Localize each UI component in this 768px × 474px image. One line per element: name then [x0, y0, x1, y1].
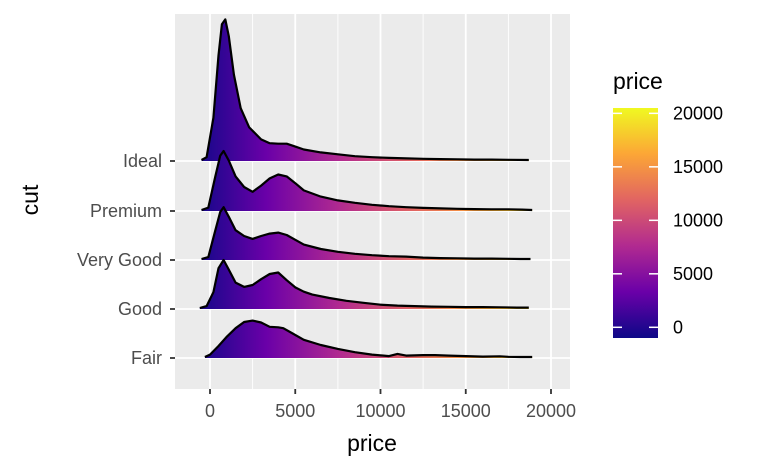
legend-label: 5000	[673, 264, 713, 284]
x-axis: 0 5000 10000 15000 20000	[205, 389, 576, 421]
price-legend: price 0 5000 10000 15000 20000	[613, 68, 723, 338]
ridge-fill	[201, 207, 531, 260]
y-tick-label: Good	[118, 299, 162, 319]
ridge-outline	[201, 149, 533, 212]
ridge-outline	[199, 258, 529, 310]
ridge-fill	[199, 260, 529, 309]
legend-label: 20000	[673, 103, 723, 123]
y-axis: Fair Good Very Good Premium Ideal	[77, 151, 175, 368]
y-tick-label: Premium	[90, 201, 162, 221]
x-tick-label: 0	[205, 401, 215, 421]
y-tick-label: Ideal	[123, 151, 162, 171]
ridge-good	[199, 258, 529, 310]
ridge-fill	[204, 320, 533, 358]
ridge-fill	[201, 19, 529, 162]
legend-label: 15000	[673, 157, 723, 177]
x-tick-label: 10000	[355, 401, 405, 421]
ridge-outline	[200, 18, 529, 162]
ridge-outline	[204, 319, 533, 359]
x-tick-label: 5000	[275, 401, 315, 421]
ridge-ideal	[200, 18, 529, 162]
y-tick-label: Fair	[131, 348, 162, 368]
ridge-premium	[201, 149, 533, 212]
ridges	[199, 18, 533, 359]
legend-label: 10000	[673, 210, 723, 230]
ridge-fill	[201, 151, 533, 211]
legend-label: 0	[673, 317, 683, 337]
ridge-fair	[204, 319, 533, 359]
ridge-very-good	[201, 206, 531, 261]
legend-title: price	[613, 68, 663, 94]
ridge-outline	[201, 206, 531, 261]
x-axis-title: price	[347, 430, 397, 456]
y-tick-label: Very Good	[77, 250, 162, 270]
legend-ticks: 0 5000 10000 15000 20000	[613, 103, 723, 337]
y-axis-title: cut	[17, 184, 43, 215]
x-tick-label: 15000	[441, 401, 491, 421]
legend-colorbar	[613, 108, 658, 338]
x-tick-label: 20000	[526, 401, 576, 421]
